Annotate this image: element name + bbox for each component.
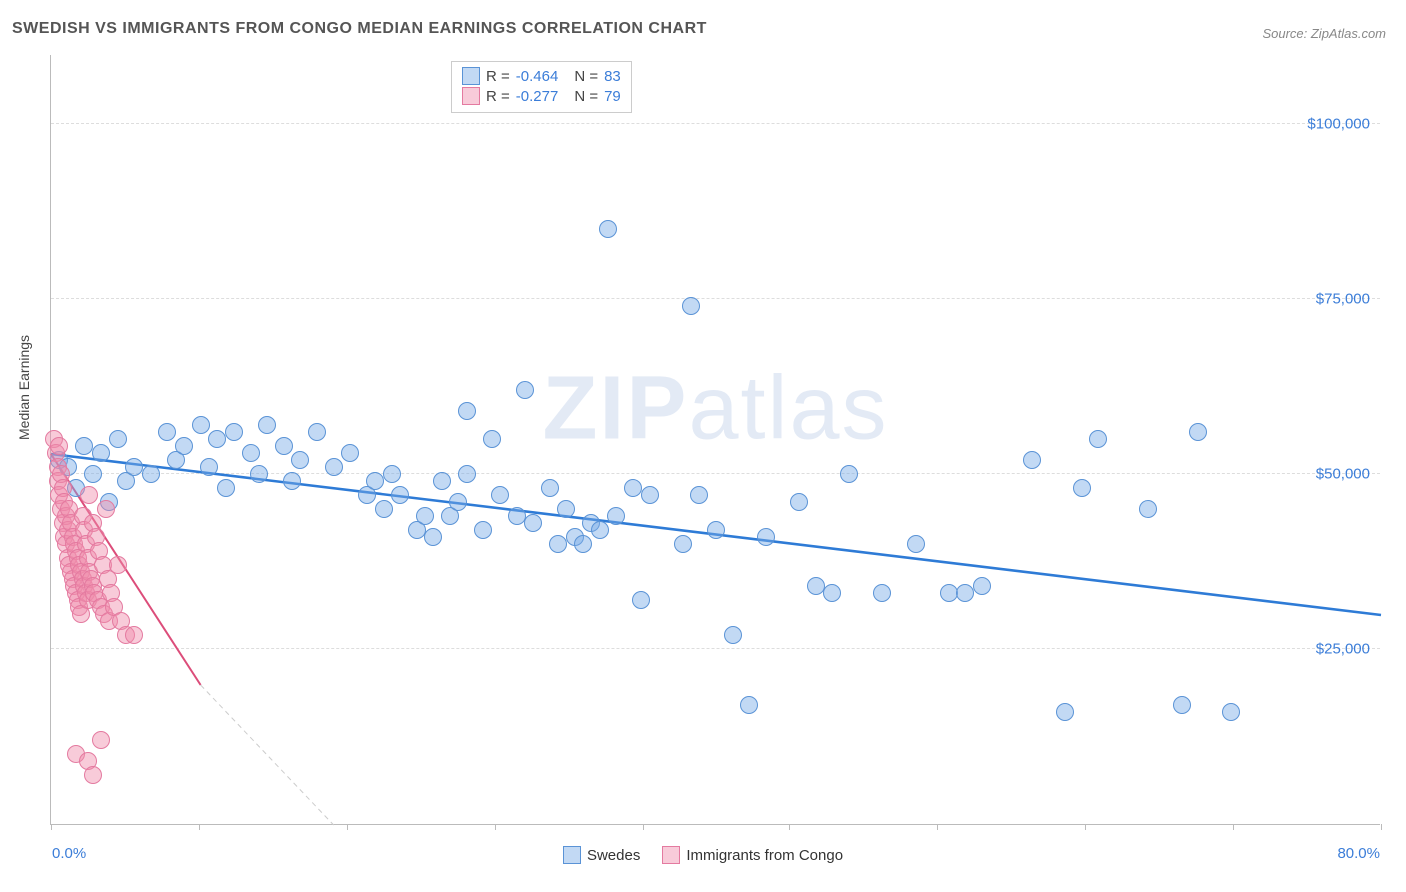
- data-point: [707, 521, 725, 539]
- legend-item: Immigrants from Congo: [662, 846, 843, 864]
- data-point: [724, 626, 742, 644]
- data-point: [632, 591, 650, 609]
- data-point: [80, 486, 98, 504]
- data-point: [641, 486, 659, 504]
- data-point: [458, 402, 476, 420]
- legend-label: Immigrants from Congo: [686, 847, 843, 864]
- legend-label: Swedes: [587, 847, 640, 864]
- data-point: [225, 423, 243, 441]
- legend-swatch: [662, 846, 680, 864]
- data-point: [873, 584, 891, 602]
- data-point: [341, 444, 359, 462]
- data-point: [557, 500, 575, 518]
- data-point: [416, 507, 434, 525]
- data-point: [275, 437, 293, 455]
- data-point: [474, 521, 492, 539]
- data-point: [192, 416, 210, 434]
- data-point: [258, 416, 276, 434]
- data-point: [1189, 423, 1207, 441]
- data-point: [383, 465, 401, 483]
- data-point: [366, 472, 384, 490]
- data-point: [325, 458, 343, 476]
- trend-line-extension: [201, 685, 334, 825]
- data-point: [308, 423, 326, 441]
- data-point: [674, 535, 692, 553]
- data-point: [690, 486, 708, 504]
- data-point: [607, 507, 625, 525]
- data-point: [208, 430, 226, 448]
- data-point: [1173, 696, 1191, 714]
- legend-item: Swedes: [563, 846, 640, 864]
- data-point: [524, 514, 542, 532]
- data-point: [823, 584, 841, 602]
- data-point: [1139, 500, 1157, 518]
- data-point: [125, 458, 143, 476]
- data-point: [424, 528, 442, 546]
- x-tick: [1381, 824, 1382, 830]
- data-point: [92, 444, 110, 462]
- data-point: [217, 479, 235, 497]
- data-point: [458, 465, 476, 483]
- data-point: [574, 535, 592, 553]
- chart-legend: Swedes Immigrants from Congo: [0, 846, 1406, 864]
- data-point: [807, 577, 825, 595]
- data-point: [591, 521, 609, 539]
- data-point: [491, 486, 509, 504]
- data-point: [391, 486, 409, 504]
- legend-swatch: [563, 846, 581, 864]
- data-point: [840, 465, 858, 483]
- data-point: [375, 500, 393, 518]
- data-point: [508, 507, 526, 525]
- chart-title: SWEDISH VS IMMIGRANTS FROM CONGO MEDIAN …: [12, 20, 707, 38]
- data-point: [790, 493, 808, 511]
- data-point: [242, 444, 260, 462]
- data-point: [624, 479, 642, 497]
- data-point: [956, 584, 974, 602]
- data-point: [92, 731, 110, 749]
- data-point: [541, 479, 559, 497]
- data-point: [599, 220, 617, 238]
- data-point: [757, 528, 775, 546]
- data-point: [109, 556, 127, 574]
- data-point: [907, 535, 925, 553]
- data-point: [1056, 703, 1074, 721]
- data-point: [97, 500, 115, 518]
- data-point: [449, 493, 467, 511]
- data-point: [1089, 430, 1107, 448]
- data-point: [433, 472, 451, 490]
- data-point: [549, 535, 567, 553]
- data-point: [516, 381, 534, 399]
- data-point: [158, 423, 176, 441]
- data-point: [1222, 703, 1240, 721]
- data-point: [483, 430, 501, 448]
- data-point: [682, 297, 700, 315]
- data-point: [125, 626, 143, 644]
- data-point: [940, 584, 958, 602]
- data-point: [109, 430, 127, 448]
- data-point: [740, 696, 758, 714]
- data-point: [1073, 479, 1091, 497]
- data-point: [75, 437, 93, 455]
- data-point: [291, 451, 309, 469]
- data-point: [84, 766, 102, 784]
- data-point: [283, 472, 301, 490]
- data-point: [50, 437, 68, 455]
- data-point: [1023, 451, 1041, 469]
- source-attribution: Source: ZipAtlas.com: [1262, 26, 1386, 41]
- data-point: [142, 465, 160, 483]
- y-axis-label: Median Earnings: [16, 335, 32, 440]
- chart-plot-area: ZIPatlas R = -0.464N = 83R = -0.277N = 7…: [50, 55, 1380, 825]
- data-point: [175, 437, 193, 455]
- data-point: [200, 458, 218, 476]
- data-point: [84, 465, 102, 483]
- data-point: [973, 577, 991, 595]
- data-point: [250, 465, 268, 483]
